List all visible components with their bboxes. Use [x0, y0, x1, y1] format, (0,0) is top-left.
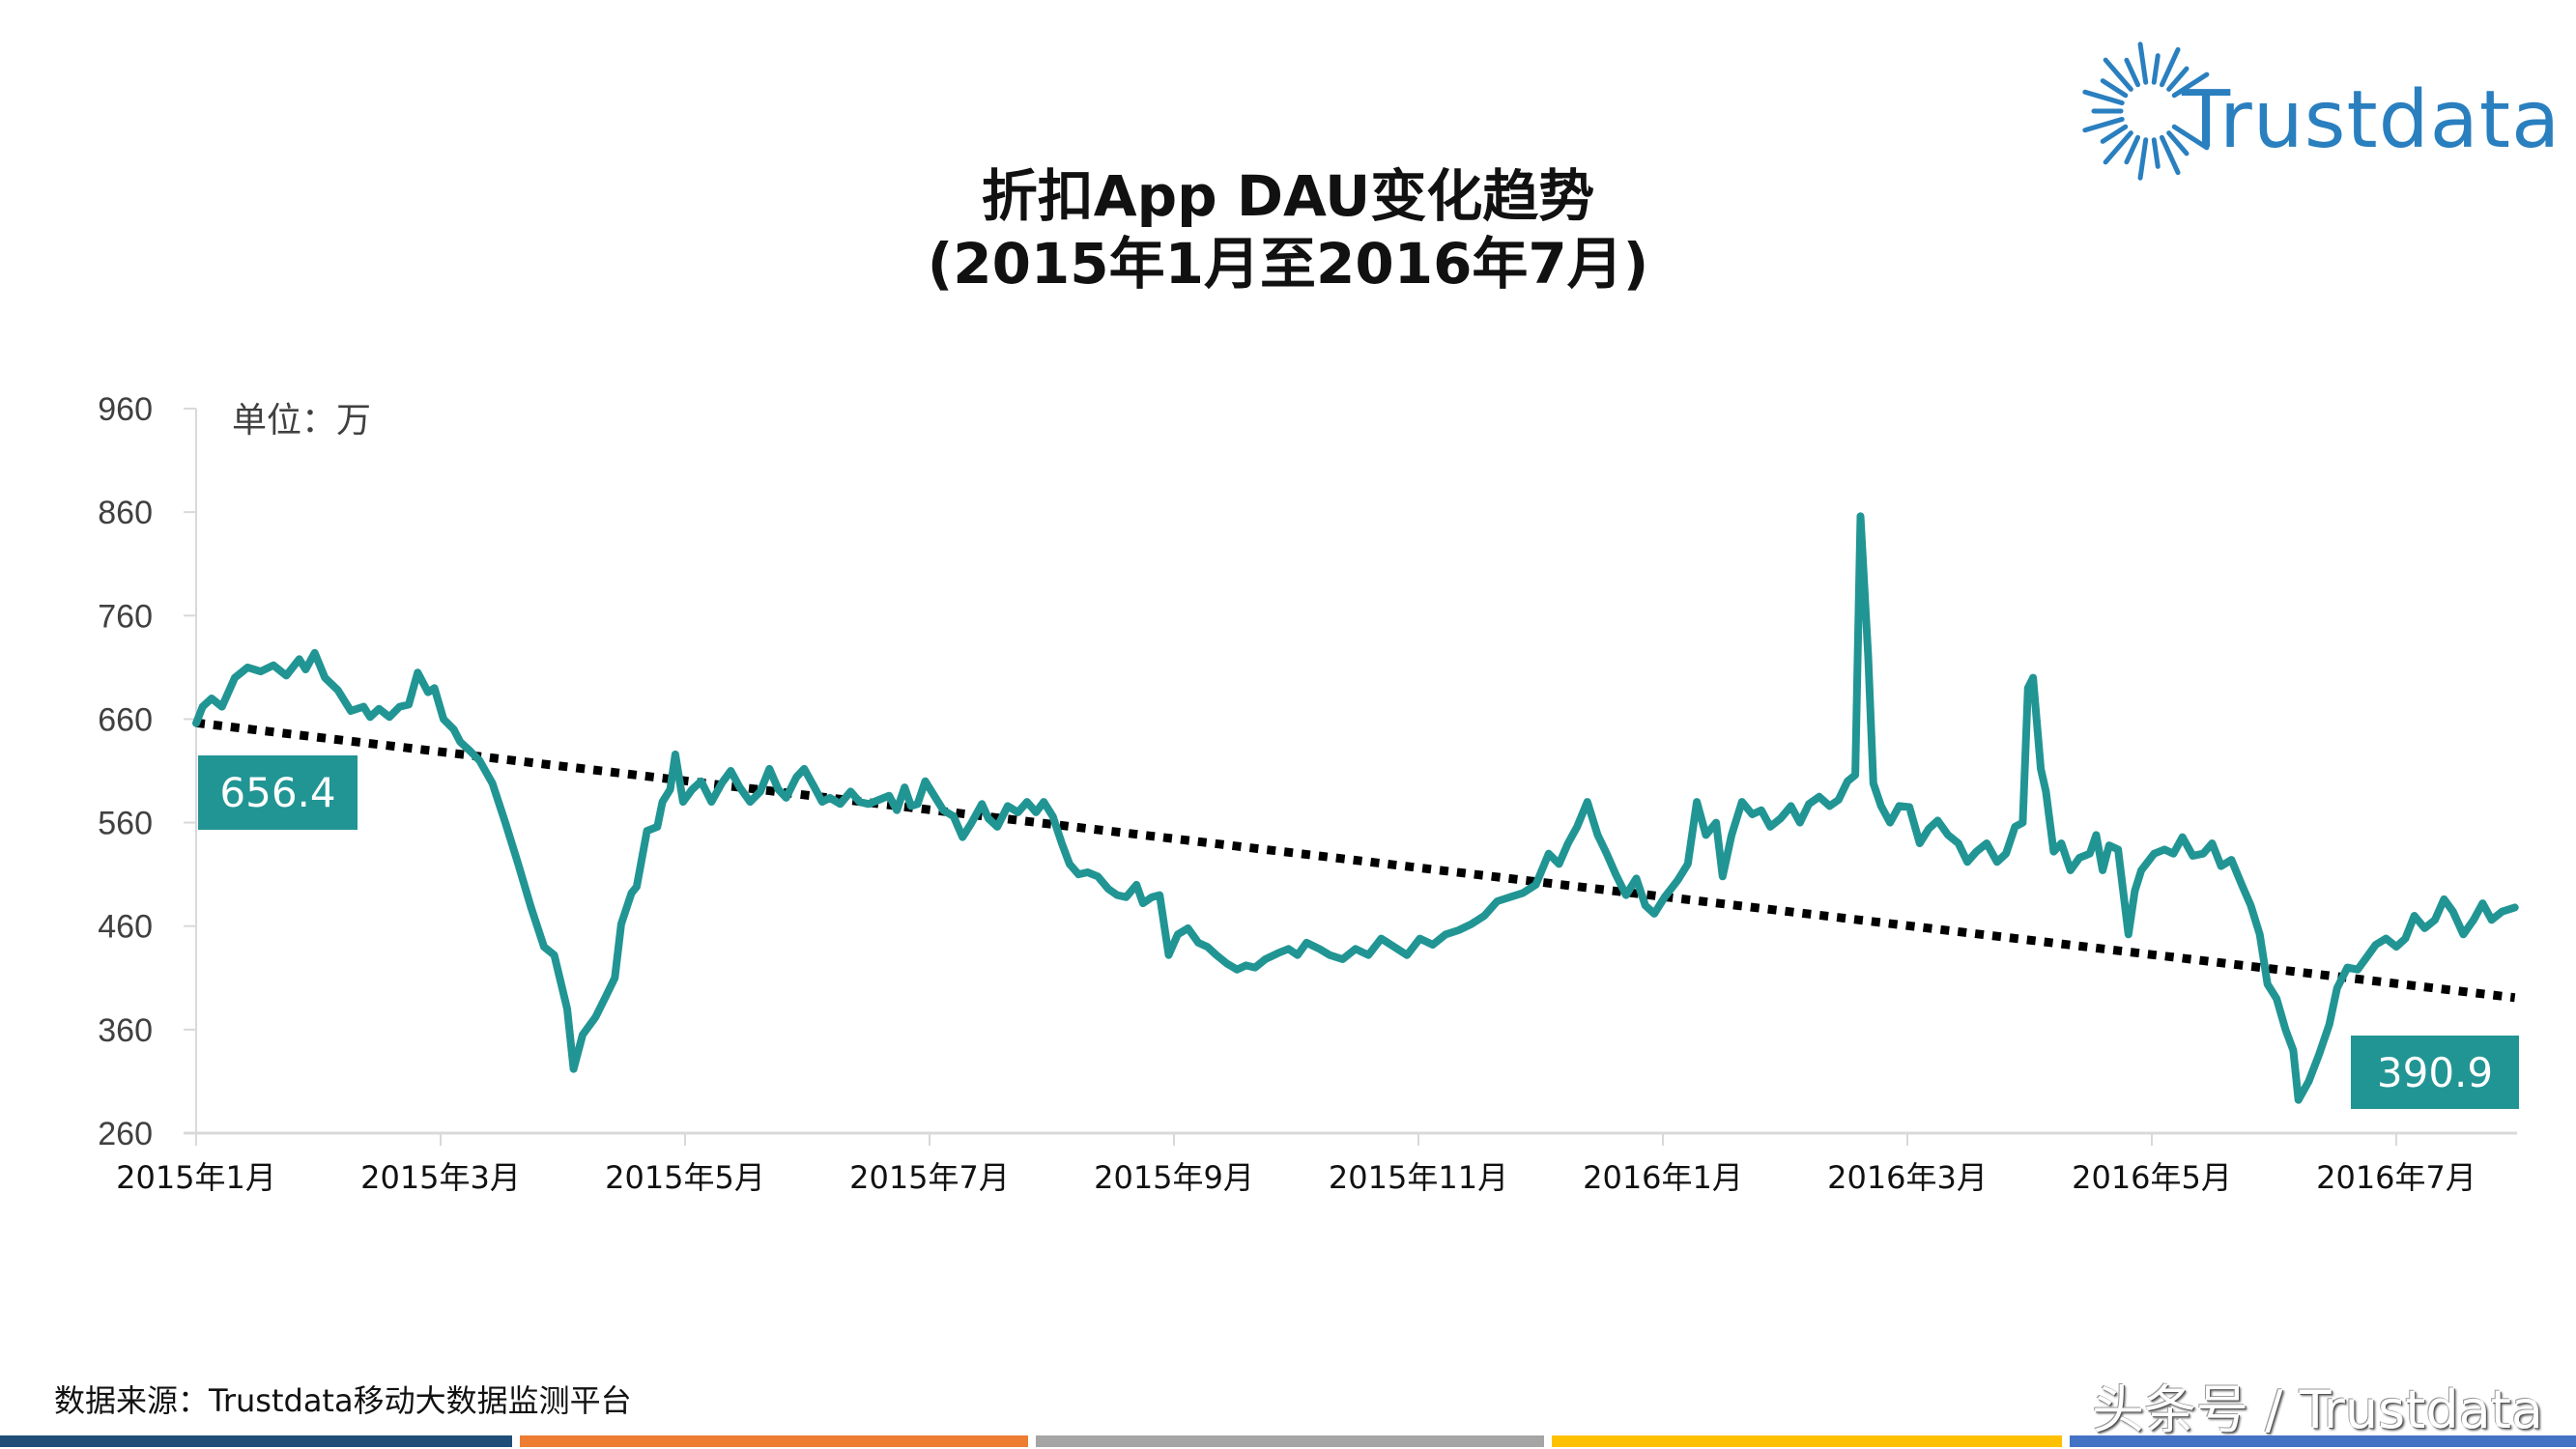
end-value-callout: 390.9: [2351, 1036, 2519, 1109]
watermark: 头条号 / Trustdata: [2092, 1379, 2543, 1440]
x-axis: 2015年1月 2015年3月 2015年5月 2015年7月 2015年9月 2015年…: [116, 1131, 2517, 1196]
y-tick-label: 960: [98, 391, 153, 428]
trend-line: [195, 718, 2516, 1003]
footer-bar-5: [2070, 1435, 2576, 1447]
x-tick-label: 2015年11月: [1329, 1159, 1508, 1196]
data-source-note: 数据来源：Trustdata移动大数据监测平台: [54, 1382, 632, 1419]
logo-text: Trustdata: [2182, 74, 2562, 166]
y-tick-label: 860: [98, 495, 153, 531]
footer-bar-2: [520, 1435, 1028, 1447]
x-tick-label: 2016年7月: [2316, 1159, 2476, 1196]
chart-title-line2: (2015年1月至2016年7月): [927, 231, 1649, 297]
trustdata-logo: Trustdata: [2077, 39, 2560, 184]
y-tick-label: 660: [98, 701, 153, 738]
x-tick-label: 2016年3月: [1827, 1159, 1988, 1196]
start-value: 656.4: [219, 769, 336, 816]
x-tick-label: 2016年5月: [2072, 1159, 2232, 1196]
x-tick-label: 2015年5月: [605, 1159, 765, 1196]
chart-title-line1: 折扣App DAU变化趋势: [981, 163, 1595, 229]
y-axis: 260 360 460 560 660 760 860 960: [98, 391, 197, 1152]
x-tick-label: 2016年1月: [1583, 1159, 1743, 1196]
y-tick-label: 760: [98, 598, 153, 635]
x-tick-label: 2015年3月: [360, 1159, 521, 1196]
dau-series-line: [192, 512, 2519, 1104]
x-tick-label: 2015年7月: [849, 1159, 1010, 1196]
footer-bar-1: [0, 1435, 512, 1447]
y-tick-label: 360: [98, 1012, 153, 1049]
y-tick-label: 560: [98, 806, 153, 842]
footer-bar-3: [1036, 1435, 1544, 1447]
start-value-callout: 656.4: [198, 755, 358, 830]
y-tick-label: 260: [98, 1116, 153, 1152]
x-tick-label: 2015年9月: [1094, 1159, 1254, 1196]
x-tick-label: 2015年1月: [116, 1159, 276, 1196]
end-value: 390.9: [2376, 1048, 2494, 1096]
unit-label: 单位：万: [232, 401, 371, 440]
footer-bar-4: [1552, 1435, 2062, 1447]
y-tick-label: 460: [98, 909, 153, 946]
sunburst-icon: [2082, 42, 2210, 181]
